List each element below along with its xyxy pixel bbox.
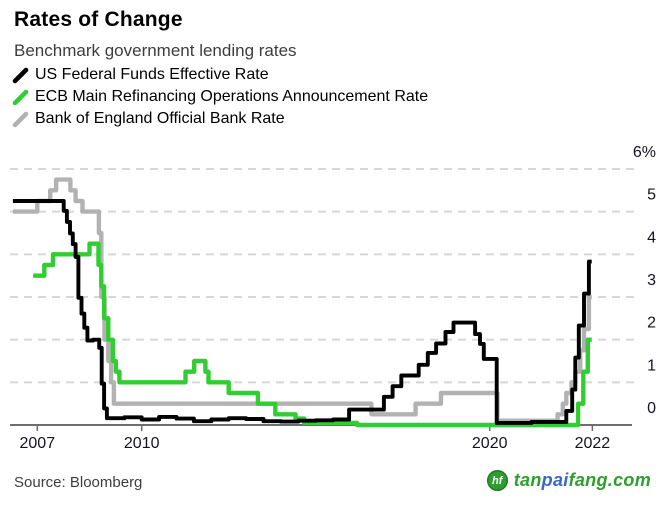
watermark-link[interactable]: hf tanpaifang.com [486, 470, 651, 491]
series-line [33, 241, 592, 428]
watermark-text: tanpaifang.com [514, 470, 651, 491]
rates-line-chart: 6% 5 4 3 2 1 0 2007 2010 2020 2022 [0, 138, 659, 460]
slash-marker-icon [12, 89, 29, 105]
y-tick-label: 2 [647, 315, 656, 332]
watermark-part: tan [513, 470, 542, 490]
watermark-part: .com [607, 470, 651, 490]
y-tick-label: 0 [647, 400, 656, 417]
legend-label: ECB Main Refinancing Operations Announce… [35, 88, 429, 105]
series-line [12, 177, 592, 423]
chart-header: Rates of Change Benchmark government len… [14, 8, 297, 61]
y-tick-label: 6% [633, 144, 656, 161]
x-tick-label: 2022 [575, 435, 611, 452]
x-tick-label: 2010 [124, 435, 160, 452]
series-line [12, 199, 592, 425]
chart-footer: Source: Bloomberg hf tanpaifang.com [0, 468, 659, 506]
watermark-part: fang [568, 470, 608, 490]
legend-item-ecb: ECB Main Refinancing Operations Announce… [12, 86, 428, 108]
y-tick-label: 5 [647, 187, 656, 204]
source-credit: Source: Bloomberg [14, 474, 143, 491]
x-tick-label: 2007 [20, 435, 56, 452]
legend-item-boe: Bank of England Official Bank Rate [12, 108, 428, 130]
legend-label: Bank of England Official Bank Rate [35, 110, 285, 127]
chart-subtitle: Benchmark government lending rates [14, 41, 297, 60]
slash-marker-icon [12, 67, 29, 83]
legend-item-fed: US Federal Funds Effective Rate [12, 64, 428, 86]
tanpaifang-logo-icon: hf [486, 470, 508, 491]
y-tick-label: 1 [647, 357, 656, 374]
y-tick-label: 3 [647, 272, 656, 289]
chart-legend: US Federal Funds Effective Rate ECB Main… [12, 64, 428, 130]
watermark-part: pai [541, 470, 569, 490]
x-tick-label: 2020 [472, 435, 508, 452]
page-title: Rates of Change [14, 8, 183, 31]
slash-marker-icon [12, 111, 29, 127]
chart-canvas: 6% 5 4 3 2 1 0 2007 2010 2020 2022 [10, 144, 656, 452]
legend-label: US Federal Funds Effective Rate [35, 66, 269, 83]
y-tick-label: 4 [647, 229, 656, 246]
